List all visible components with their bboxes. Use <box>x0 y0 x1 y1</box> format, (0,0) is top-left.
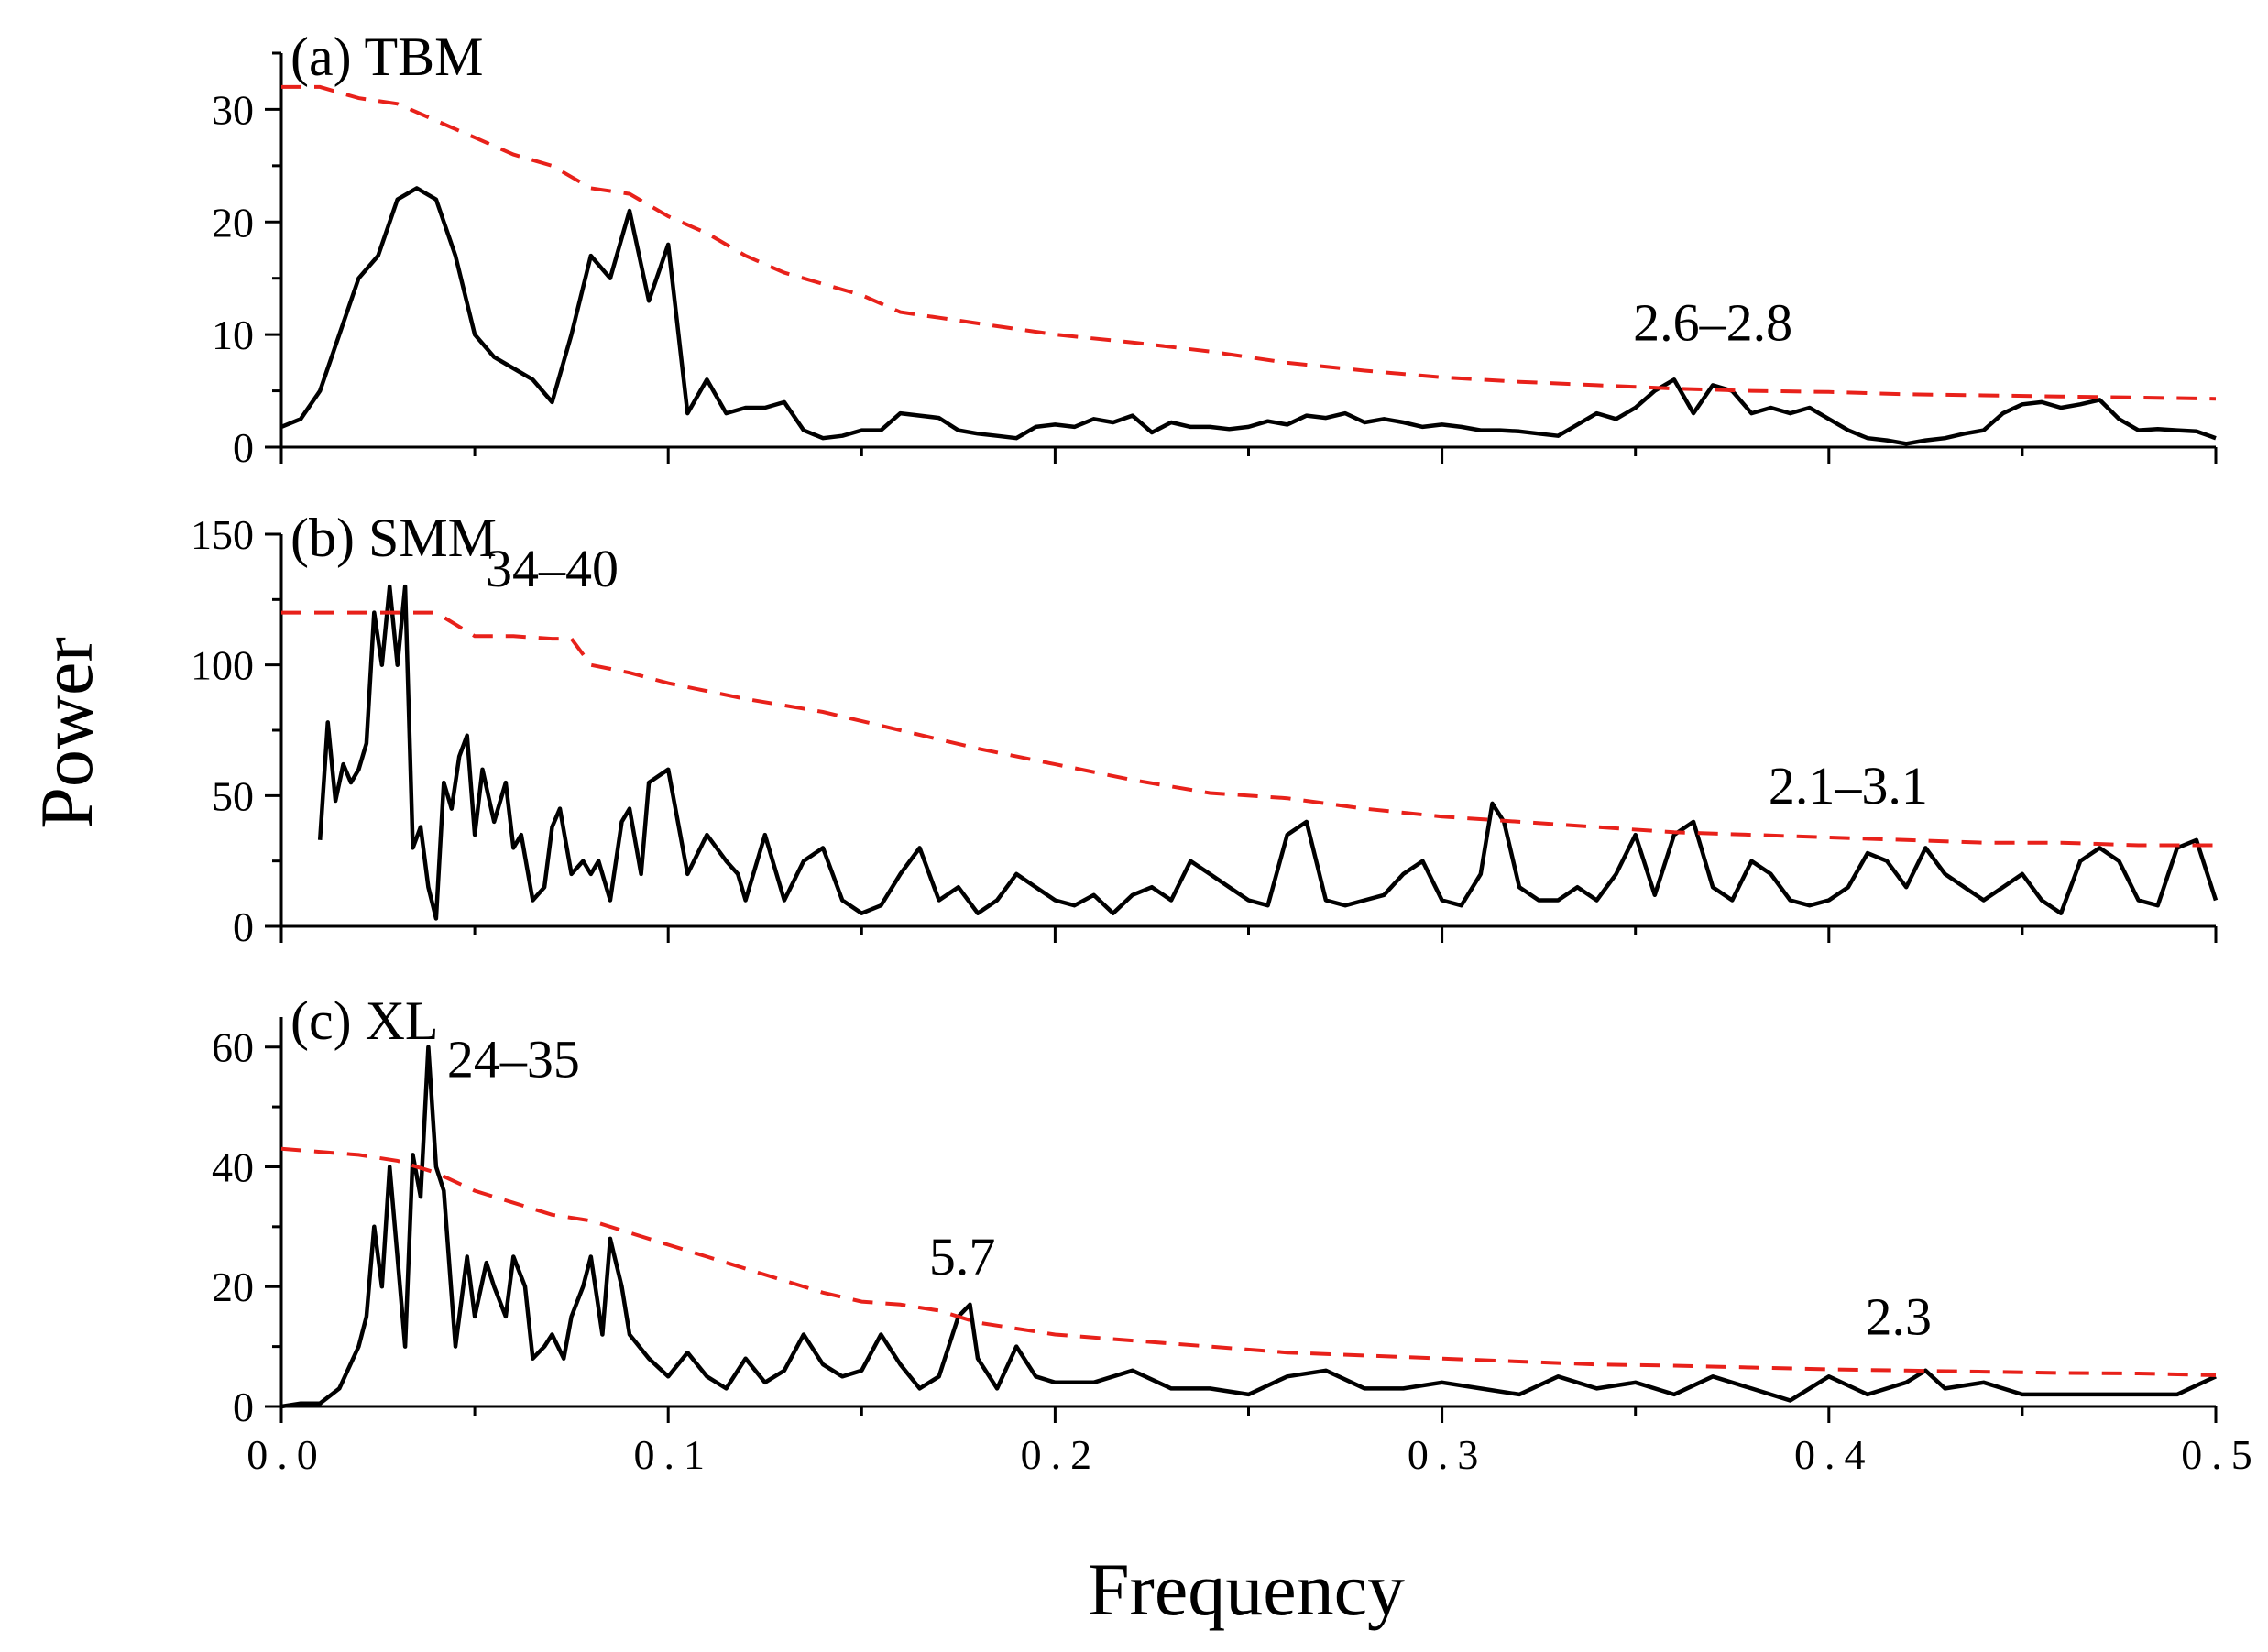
xl-peak-annotation: 24–35 <box>447 1029 580 1089</box>
smm-y-tick-label: 50 <box>212 772 254 819</box>
tbm-y-tick-label: 20 <box>212 199 254 246</box>
panel-tbm: 0 10 20 30 (a) TBM 2.6–2.8 <box>212 27 2218 471</box>
xl-x-tick-label: 0.0 <box>247 1431 327 1478</box>
xl-x-tick-label: 0.1 <box>633 1431 714 1478</box>
smm-peak-annotation: 2.1–3.1 <box>1769 756 1928 815</box>
xl-x-tick-label: 0.3 <box>1408 1431 1488 1478</box>
tbm-panel-label: (a) TBM <box>290 27 484 87</box>
xl-x-tick-label: 0.4 <box>1794 1431 1875 1478</box>
smm-y-tick-label: 100 <box>191 642 254 689</box>
tbm-y-tick-label: 10 <box>212 312 254 358</box>
smm-peak-annotation: 34–40 <box>486 539 619 598</box>
tbm-y-tick-label: 0 <box>233 424 254 471</box>
xl-y-tick-label: 40 <box>212 1143 254 1190</box>
smm-panel-label: (b) SMM <box>290 508 497 568</box>
x-axis-title: Frequency <box>1088 1548 1405 1631</box>
xl-panel-label: (c) XL <box>290 990 439 1051</box>
tbm-y-tick-label: 30 <box>212 86 254 133</box>
xl-confidence-line <box>280 1146 2217 1377</box>
xl-peak-annotation: 5.7 <box>929 1227 996 1286</box>
xl-y-tick-label: 0 <box>233 1384 254 1430</box>
smm-confidence-line <box>281 610 2216 848</box>
xl-x-tick-label: 0.2 <box>1021 1431 1101 1478</box>
tbm-peak-annotation: 2.6–2.8 <box>1633 292 1792 352</box>
xl-y-tick-label: 60 <box>212 1024 254 1071</box>
xl-spectrum-line <box>280 1045 2217 1409</box>
xl-y-tick-label: 20 <box>212 1264 254 1310</box>
smm-spectrum-line <box>317 584 2219 921</box>
tbm-confidence-line <box>281 84 2217 401</box>
smm-y-tick-label: 150 <box>191 511 254 558</box>
tbm-spectrum-line <box>280 186 2217 446</box>
xl-peak-annotation: 2.3 <box>1866 1287 1933 1347</box>
xl-x-tick-label: 0.5 <box>2181 1431 2262 1478</box>
y-axis-title: Power <box>25 637 108 829</box>
smm-y-tick-label: 0 <box>233 903 254 950</box>
